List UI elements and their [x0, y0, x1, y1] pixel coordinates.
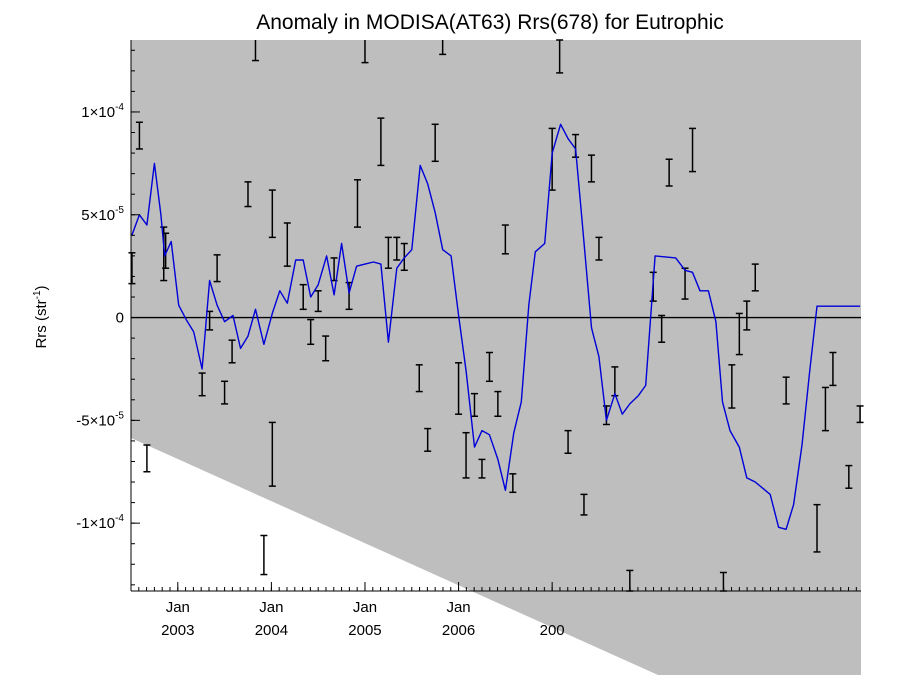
- error-bar: [299, 283, 307, 311]
- y-axis-label-superscript: -1: [32, 290, 43, 299]
- error-bar: [782, 376, 790, 405]
- error-bar: [251, 40, 259, 62]
- error-bar: [128, 252, 136, 285]
- error-bar: [213, 254, 221, 283]
- error-bar: [689, 127, 697, 173]
- error-bar: [198, 372, 206, 397]
- y-axis-label-main: Rrs (str: [33, 299, 50, 348]
- error-bar: [829, 351, 837, 387]
- error-bar: [384, 236, 392, 269]
- error-bar: [431, 123, 439, 163]
- error-bar: [564, 429, 572, 454]
- error-bar: [478, 458, 486, 479]
- error-bar: [307, 318, 315, 346]
- x-tick-year: 200: [540, 622, 565, 639]
- error-bar: [393, 236, 401, 261]
- error-bar: [353, 179, 361, 228]
- error-bar: [735, 312, 743, 356]
- error-bar: [455, 362, 463, 415]
- error-bar: [658, 314, 666, 343]
- error-bar: [462, 431, 470, 479]
- error-bar: [470, 392, 478, 417]
- x-tick-year: 2004: [255, 622, 288, 639]
- error-bar: [268, 189, 276, 239]
- chart-title: Anomaly in MODISA(AT63) Rrs(678) for Eut…: [256, 11, 724, 34]
- background-shading: [131, 40, 861, 675]
- error-bar: [143, 444, 151, 473]
- y-axis-label-close: ): [33, 285, 50, 290]
- error-bar: [587, 154, 595, 183]
- error-bar: [314, 290, 322, 313]
- error-bar: [509, 473, 517, 494]
- x-tick-year: 2003: [161, 622, 194, 639]
- error-bar: [813, 503, 821, 553]
- error-bar: [501, 224, 509, 255]
- y-tick-label: 1×10-4: [81, 102, 124, 121]
- error-bar: [415, 364, 423, 393]
- error-bar: [856, 405, 864, 424]
- error-bar: [439, 40, 447, 56]
- error-bar: [244, 181, 252, 208]
- error-bar: [665, 158, 673, 187]
- error-bar: [135, 121, 143, 150]
- y-tick-label: -1×10-4: [76, 513, 124, 532]
- error-bar: [228, 339, 236, 364]
- error-bar: [743, 300, 751, 331]
- error-bar: [595, 236, 603, 261]
- error-bar: [260, 534, 268, 576]
- error-bar: [845, 464, 853, 489]
- error-bar: [751, 263, 759, 292]
- y-tick-label: 5×10-5: [81, 205, 124, 224]
- error-bar: [283, 222, 291, 267]
- y-axis-label: Rrs (str-1): [32, 285, 50, 348]
- x-tick-label: Jan: [166, 599, 190, 616]
- error-bar: [728, 364, 736, 409]
- error-bar: [821, 386, 829, 432]
- error-bar: [322, 335, 330, 362]
- error-bar: [485, 351, 493, 383]
- series-line: [131, 123, 861, 530]
- error-bar: [361, 40, 369, 64]
- x-tick-label: Jan: [353, 599, 377, 616]
- y-tick-label: 0: [116, 310, 124, 327]
- y-tick-label: -5×10-5: [76, 410, 124, 429]
- error-bar: [268, 421, 276, 487]
- x-tick-label: Jan: [446, 599, 470, 616]
- error-bar: [556, 39, 564, 74]
- error-bar: [494, 390, 502, 417]
- x-tick-label: Jan: [259, 599, 283, 616]
- error-bar: [424, 427, 432, 452]
- error-bar: [377, 117, 385, 167]
- x-tick-year: 2006: [442, 622, 475, 639]
- error-bar: [580, 493, 588, 516]
- error-bar: [221, 380, 229, 405]
- x-tick-year: 2005: [348, 622, 381, 639]
